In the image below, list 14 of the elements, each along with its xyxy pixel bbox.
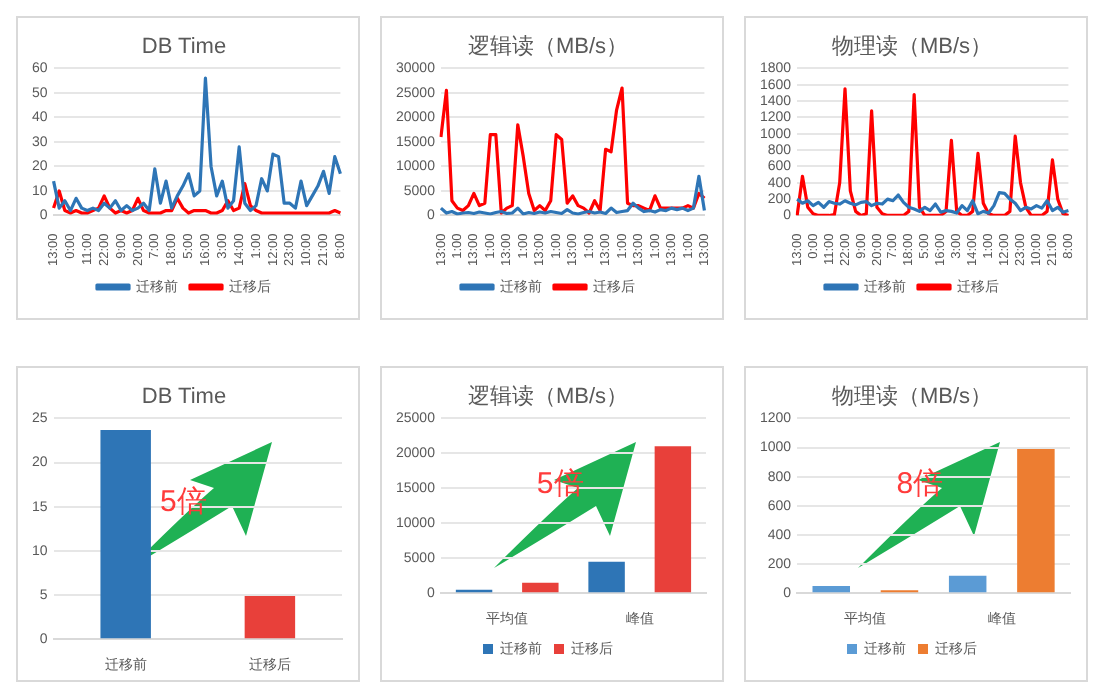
chart-title: 物理读（MB/s） [831, 33, 993, 60]
chart-title: 逻辑读（MB/s） [467, 33, 629, 60]
annotation: 5倍 [536, 467, 584, 502]
chart-title: 物理读（MB/s） [831, 383, 993, 410]
chart-title: DB Time [141, 385, 227, 410]
bar [654, 446, 692, 593]
bar [588, 561, 625, 593]
bar [948, 575, 987, 593]
chart-title: DB Time [141, 35, 227, 60]
bar [1017, 448, 1055, 593]
bar [812, 585, 851, 593]
chart-title: 逻辑读（MB/s） [467, 383, 629, 410]
annotation: 5倍 [160, 484, 207, 519]
bar [522, 582, 559, 593]
